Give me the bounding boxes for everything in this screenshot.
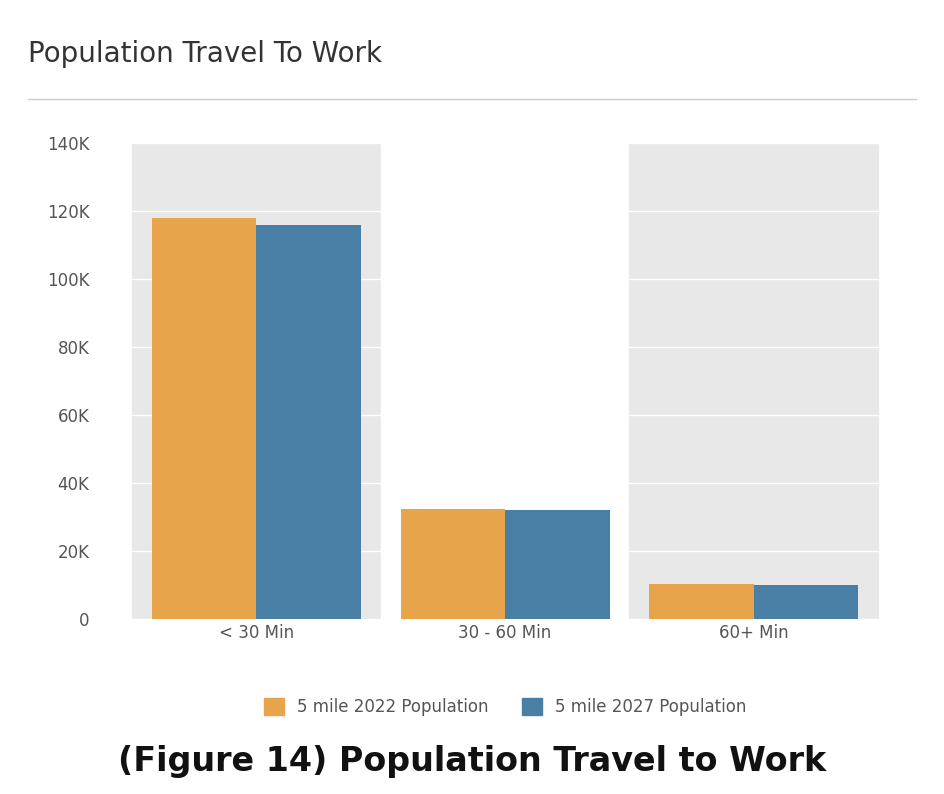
Bar — [630, 143, 878, 619]
Text: Population Travel To Work: Population Travel To Work — [28, 40, 382, 67]
Bar — [132, 143, 380, 619]
Legend: 5 mile 2022 Population, 5 mile 2027 Population: 5 mile 2022 Population, 5 mile 2027 Popu… — [255, 689, 755, 724]
Text: (Figure 14) Population Travel to Work: (Figure 14) Population Travel to Work — [118, 745, 826, 778]
Bar — [649, 584, 754, 619]
Bar — [505, 511, 610, 619]
Bar — [400, 509, 505, 619]
Bar — [256, 225, 361, 619]
Bar — [152, 218, 256, 619]
Bar — [380, 143, 630, 619]
Bar — [754, 585, 858, 619]
